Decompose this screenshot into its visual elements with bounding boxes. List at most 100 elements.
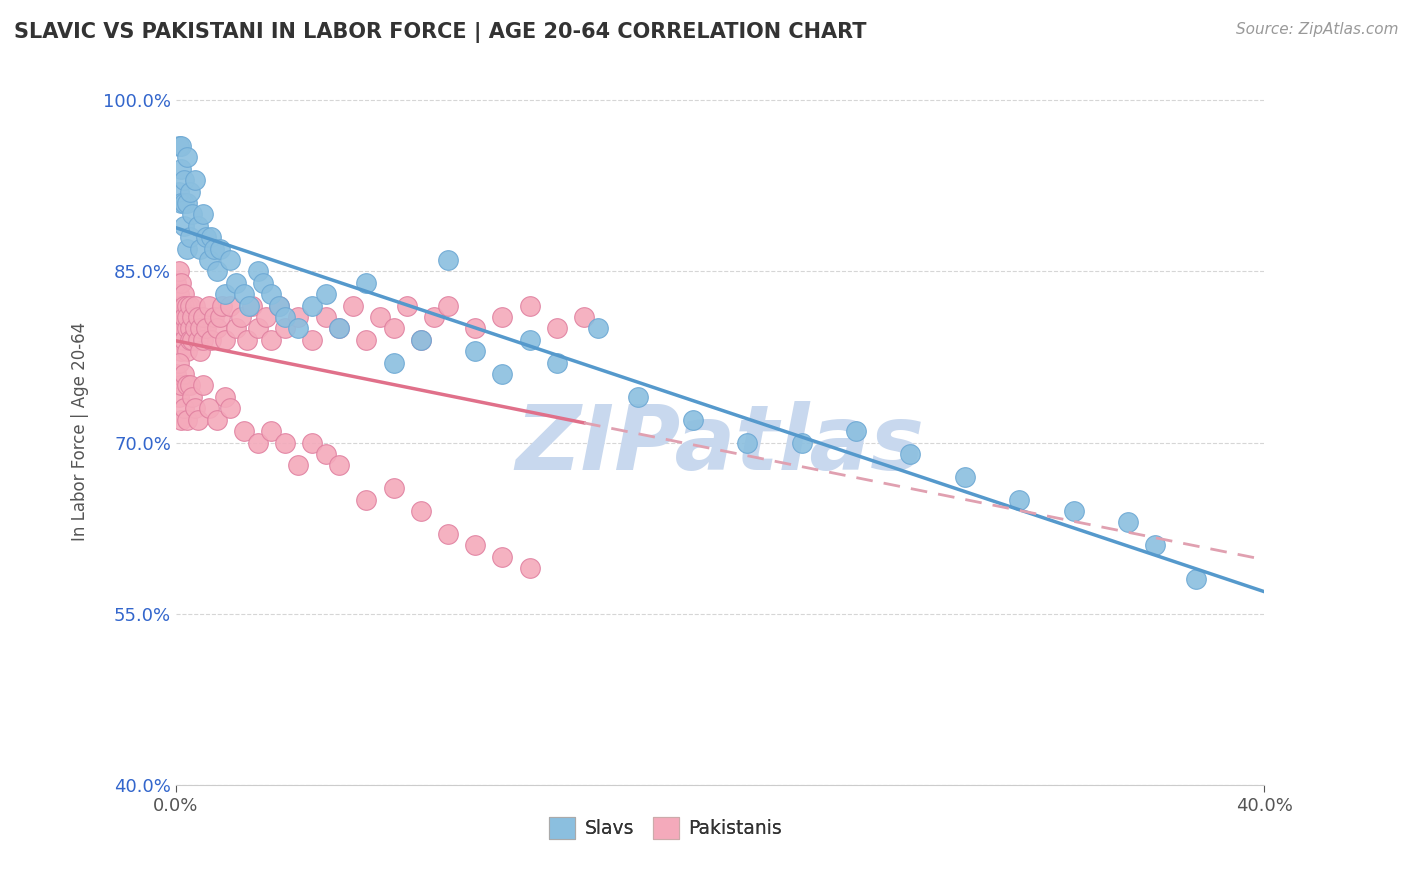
Point	[1063, 504, 1085, 518]
Point	[176, 310, 198, 324]
Point	[211, 299, 233, 313]
Point	[176, 378, 198, 392]
Text: ZIPatlas: ZIPatlas	[516, 401, 925, 489]
Point	[342, 299, 364, 313]
Point	[208, 242, 231, 256]
Point	[396, 299, 419, 313]
Point	[274, 310, 297, 324]
Point	[519, 333, 541, 347]
Point	[423, 310, 446, 324]
Point	[179, 230, 201, 244]
Point	[274, 321, 297, 335]
Point	[246, 321, 269, 335]
Point	[170, 378, 193, 392]
Point	[572, 310, 595, 324]
Point	[356, 492, 378, 507]
Point	[219, 401, 242, 416]
Point	[167, 185, 190, 199]
Point	[225, 276, 247, 290]
Point	[176, 196, 198, 211]
Point	[170, 413, 193, 427]
Point	[176, 321, 198, 335]
Point	[173, 173, 195, 187]
Point	[464, 344, 486, 359]
Point	[173, 287, 195, 301]
Point	[246, 264, 269, 278]
Point	[184, 299, 207, 313]
Point	[252, 276, 274, 290]
Point	[382, 356, 405, 370]
Point	[254, 310, 277, 324]
Point	[437, 299, 460, 313]
Text: SLAVIC VS PAKISTANI IN LABOR FORCE | AGE 20-64 CORRELATION CHART: SLAVIC VS PAKISTANI IN LABOR FORCE | AGE…	[14, 22, 866, 44]
Point	[225, 321, 247, 335]
Point	[173, 401, 195, 416]
Point	[194, 230, 217, 244]
Point	[274, 435, 297, 450]
Point	[167, 139, 190, 153]
Point	[682, 413, 704, 427]
Point	[260, 287, 283, 301]
Point	[260, 424, 283, 438]
Point	[735, 435, 758, 450]
Point	[170, 276, 193, 290]
Point	[170, 310, 193, 324]
Legend: Slavs, Pakistanis: Slavs, Pakistanis	[541, 809, 790, 847]
Point	[546, 356, 568, 370]
Point	[176, 150, 198, 164]
Point	[233, 424, 256, 438]
Point	[181, 390, 204, 404]
Point	[491, 310, 513, 324]
Point	[200, 230, 222, 244]
Point	[202, 242, 225, 256]
Point	[301, 435, 323, 450]
Point	[586, 321, 609, 335]
Point	[1144, 538, 1167, 552]
Point	[233, 287, 256, 301]
Point	[170, 161, 193, 176]
Point	[165, 310, 187, 324]
Point	[193, 378, 215, 392]
Point	[214, 333, 236, 347]
Point	[409, 333, 432, 347]
Point	[167, 287, 190, 301]
Point	[176, 299, 198, 313]
Point	[173, 196, 195, 211]
Point	[179, 299, 201, 313]
Point	[491, 549, 513, 564]
Point	[173, 310, 195, 324]
Point	[214, 390, 236, 404]
Point	[179, 378, 201, 392]
Point	[167, 310, 190, 324]
Point	[173, 333, 195, 347]
Point	[1008, 492, 1031, 507]
Point	[193, 333, 215, 347]
Point	[173, 321, 195, 335]
Point	[194, 321, 217, 335]
Point	[356, 333, 378, 347]
Point	[240, 299, 263, 313]
Point	[202, 310, 225, 324]
Point	[219, 252, 242, 267]
Point	[173, 367, 195, 381]
Point	[187, 310, 209, 324]
Point	[269, 299, 291, 313]
Point	[184, 401, 207, 416]
Point	[546, 321, 568, 335]
Point	[181, 207, 204, 221]
Point	[315, 310, 337, 324]
Point	[176, 344, 198, 359]
Point	[491, 367, 513, 381]
Point	[179, 321, 201, 335]
Point	[301, 299, 323, 313]
Point	[287, 321, 309, 335]
Point	[170, 321, 193, 335]
Point	[900, 447, 922, 461]
Point	[235, 333, 257, 347]
Point	[197, 401, 219, 416]
Point	[219, 299, 242, 313]
Point	[1185, 573, 1208, 587]
Point	[184, 173, 207, 187]
Point	[170, 139, 193, 153]
Point	[179, 185, 201, 199]
